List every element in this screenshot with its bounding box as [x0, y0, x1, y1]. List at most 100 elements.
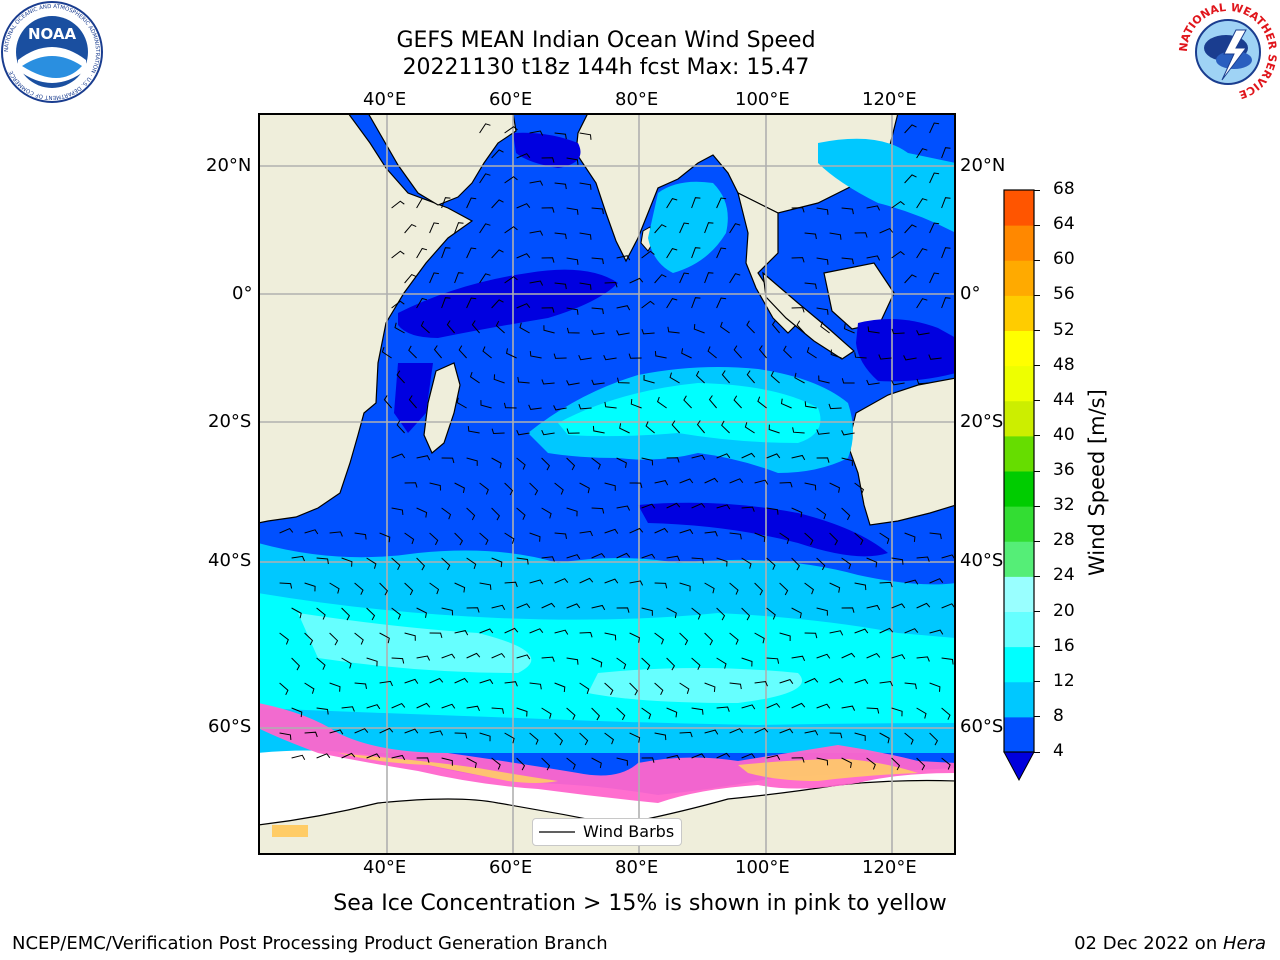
- wind-barb: [366, 657, 378, 667]
- wind-barb: [929, 222, 940, 234]
- wind-barb: [441, 247, 451, 259]
- wind-barb: [329, 682, 341, 692]
- colorbar-tick-label: 64: [1053, 214, 1075, 235]
- wind-barb: [420, 320, 430, 334]
- wind-barb: [791, 257, 805, 263]
- wind-barb: [604, 732, 615, 745]
- wind-barb: [829, 482, 841, 493]
- wind-barb: [541, 556, 555, 562]
- wind-barb: [691, 557, 704, 564]
- wind-barb: [504, 276, 518, 284]
- wind-barb: [866, 604, 881, 611]
- colorbar-segment: [1004, 716, 1034, 753]
- wind-barb: [566, 457, 576, 471]
- wind-barb: [529, 180, 544, 186]
- lat-label-left-20s: 20°S: [208, 411, 252, 432]
- wind-barb: [878, 354, 892, 360]
- colorbar-tick-label: 20: [1053, 600, 1075, 621]
- wind-barb: [391, 453, 406, 459]
- graticule: [260, 115, 954, 853]
- colorbar-tick-mark: [1034, 751, 1040, 753]
- wind-barb: [891, 328, 905, 335]
- noaa-logo: NOAA NATIONAL OCEANIC AND ATMOSPHERIC AD…: [0, 0, 104, 104]
- wind-barb: [429, 272, 439, 284]
- wind-below-4-mozambique: [394, 363, 433, 433]
- wind-barb: [391, 702, 406, 709]
- wind-barb: [654, 582, 668, 589]
- wind-barb: [391, 754, 406, 761]
- wind-barb: [404, 273, 417, 284]
- wind-barb: [733, 345, 742, 359]
- wind-barb: [829, 677, 844, 684]
- wind-barb: [456, 397, 467, 409]
- map-plot: [258, 113, 956, 855]
- wind-barb: [591, 707, 601, 721]
- wind-barb: [841, 652, 856, 659]
- nws-logo: NATIONAL WEATHER SERVICE: [1176, 0, 1280, 104]
- wind-barb: [829, 630, 844, 636]
- wind-barb: [541, 257, 555, 263]
- wind-barb: [716, 504, 731, 510]
- wind-barb: [820, 321, 830, 334]
- wind-barb: [416, 757, 430, 763]
- colorbar-tick-mark: [1034, 435, 1040, 437]
- wind-barb: [641, 707, 652, 720]
- land-india-asia: [575, 115, 899, 263]
- wind-barb: [491, 428, 505, 435]
- wind-barb: [429, 632, 443, 639]
- wind-barb: [693, 324, 705, 334]
- wind-barb: [616, 607, 630, 613]
- wind-barb: [404, 728, 419, 734]
- wind-barb: [666, 607, 677, 619]
- wind-barb: [816, 257, 829, 265]
- wind-barb: [291, 707, 303, 718]
- wind-barb: [841, 705, 856, 711]
- wind-barb: [329, 729, 344, 735]
- wind-barb: [291, 657, 301, 671]
- wind-barb: [691, 502, 706, 509]
- wind-barb: [916, 330, 930, 336]
- wind-barb: [746, 370, 755, 384]
- wind-barb: [779, 481, 793, 488]
- wind-barb: [579, 282, 592, 290]
- wind-barb: [616, 255, 631, 261]
- wind-barb: [416, 197, 428, 209]
- wind-barb: [391, 557, 401, 571]
- wind-8-12-bay-of-bengal: [648, 181, 728, 273]
- wind-barb: [667, 326, 680, 334]
- wind-barb: [841, 557, 852, 570]
- lat-label-left-60s: 60°S: [208, 716, 252, 737]
- wind-barb: [604, 401, 617, 409]
- wind-barb: [454, 272, 464, 284]
- wind-barb: [491, 299, 504, 309]
- wind-below-4-southern-band: [638, 502, 888, 557]
- wind-barb: [666, 707, 678, 718]
- wind-barb: [454, 582, 466, 593]
- wind-barb: [566, 257, 579, 265]
- lon-label-bottom-60e: 60°E: [489, 857, 533, 878]
- colorbar-segment: [1004, 646, 1034, 683]
- legend-line-icon: [539, 831, 575, 833]
- wind-barb: [757, 396, 767, 409]
- wind-barb: [543, 325, 555, 334]
- wind-barb: [579, 530, 593, 537]
- wind-barb: [396, 420, 405, 434]
- wind-barb: [554, 732, 564, 746]
- wind-barb: [391, 300, 405, 309]
- wind-barb: [591, 757, 602, 769]
- wind-barb: [716, 297, 727, 309]
- sea-ice-high-2: [738, 759, 918, 781]
- wind-barb: [579, 631, 593, 638]
- wind-barb: [891, 707, 903, 717]
- wind-barb: [616, 457, 627, 468]
- legend: Wind Barbs: [532, 818, 682, 846]
- colorbar-tick-mark: [1034, 294, 1040, 296]
- wind-barb: [466, 652, 481, 659]
- colorbar-tick-label: 24: [1053, 565, 1075, 586]
- wind-barb: [929, 172, 940, 184]
- wind-barb: [416, 507, 428, 518]
- wind-barb: [729, 532, 742, 540]
- wind-barb: [641, 757, 655, 763]
- wind-barb: [891, 250, 905, 259]
- wind-barb: [454, 482, 465, 493]
